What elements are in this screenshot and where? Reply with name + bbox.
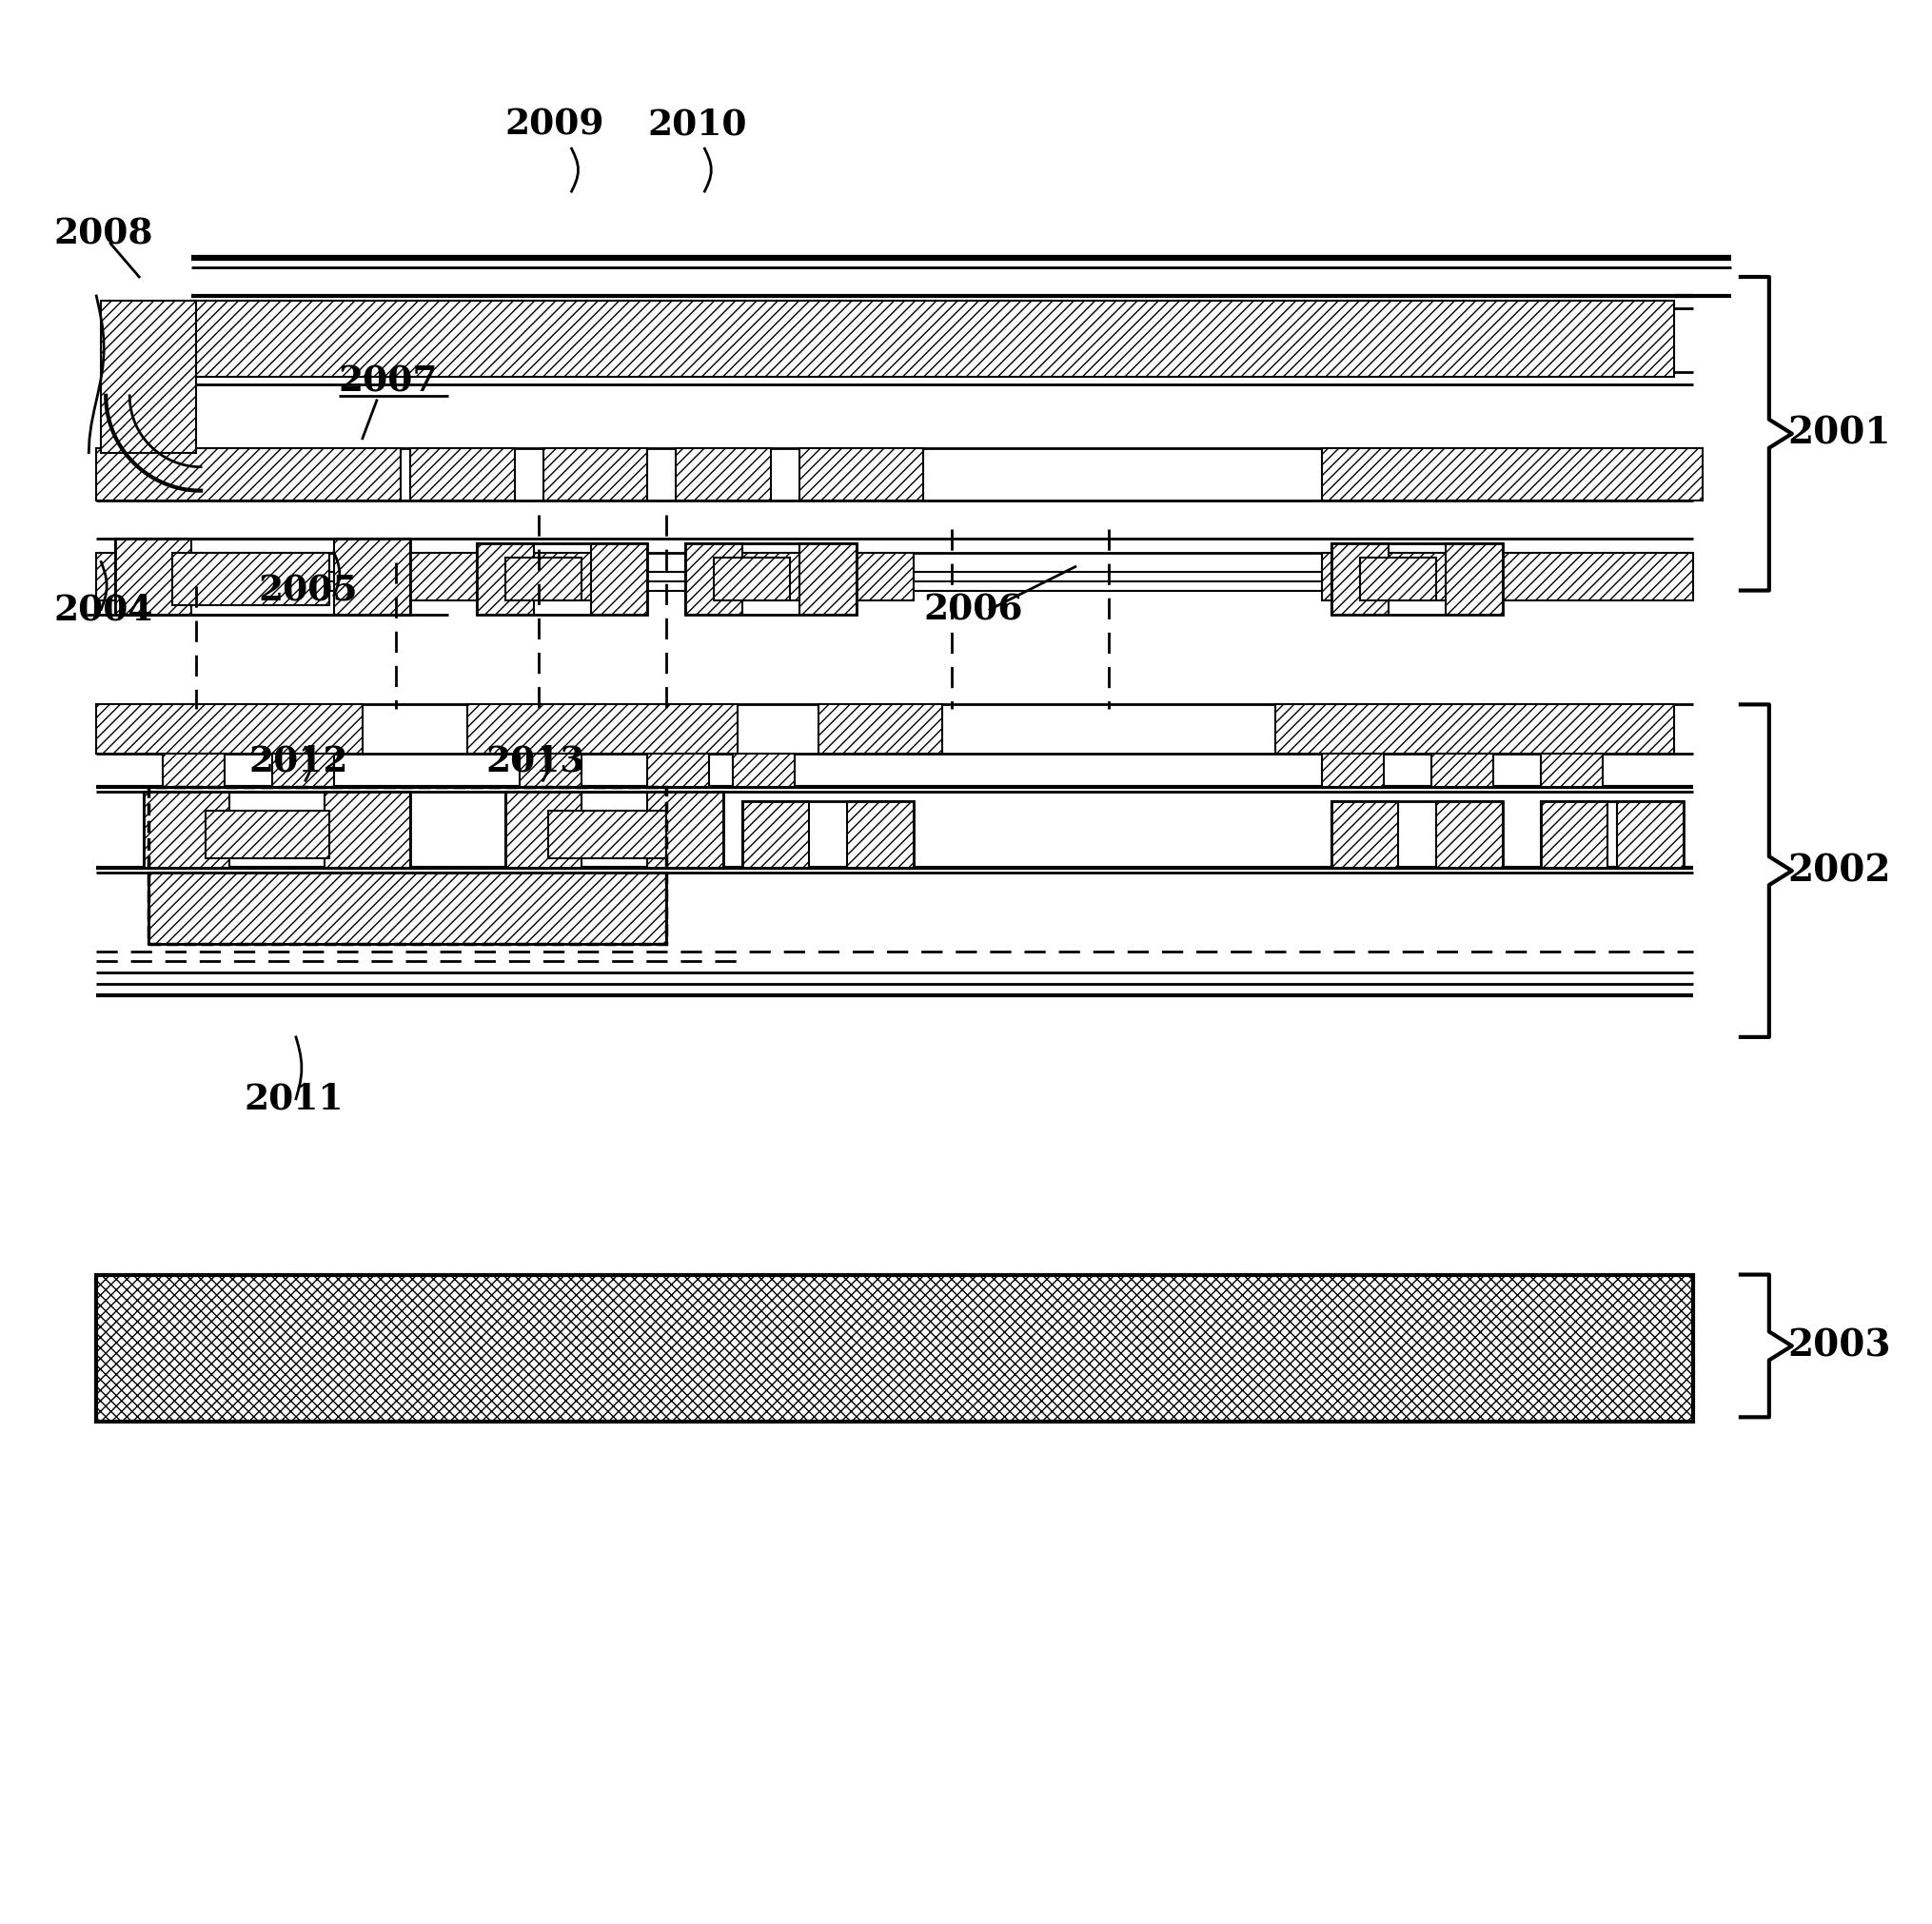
Bar — [1435, 802, 1503, 868]
Text: 2004: 2004 — [54, 593, 153, 627]
Text: 2006: 2006 — [923, 593, 1022, 627]
Bar — [410, 448, 514, 500]
Text: 2011: 2011 — [243, 1081, 344, 1116]
Bar — [686, 543, 742, 614]
Bar — [520, 754, 582, 787]
Bar — [1275, 704, 1673, 754]
Bar — [676, 448, 771, 500]
Bar — [686, 543, 856, 614]
Bar — [143, 793, 410, 868]
Bar — [647, 793, 723, 868]
Bar — [591, 543, 647, 614]
Bar — [149, 873, 667, 945]
Bar — [97, 704, 363, 754]
Bar — [272, 754, 334, 787]
Bar — [149, 873, 667, 945]
Bar — [172, 552, 328, 604]
Text: 2007: 2007 — [338, 364, 439, 398]
Bar — [97, 1274, 1692, 1422]
Bar — [1321, 754, 1383, 787]
Text: 2009: 2009 — [504, 108, 605, 142]
Bar — [116, 539, 410, 614]
Bar — [205, 810, 328, 858]
Bar — [143, 793, 230, 868]
Bar — [116, 539, 191, 614]
Bar — [97, 552, 325, 600]
Bar — [100, 300, 195, 452]
Bar — [149, 787, 667, 945]
Bar — [410, 552, 647, 600]
Text: 2010: 2010 — [647, 108, 746, 142]
Bar — [97, 448, 400, 500]
Bar — [1432, 754, 1493, 787]
Bar — [819, 704, 941, 754]
Bar — [800, 448, 923, 500]
Bar — [477, 543, 647, 614]
Bar — [1540, 754, 1602, 787]
Bar — [1331, 802, 1503, 868]
Bar — [504, 793, 723, 868]
Bar — [1321, 448, 1702, 500]
Bar — [742, 802, 914, 868]
Bar — [1331, 543, 1503, 614]
Bar — [547, 810, 667, 858]
Text: 2005: 2005 — [257, 573, 357, 608]
Text: 2002: 2002 — [1787, 852, 1889, 889]
Bar — [1540, 802, 1683, 868]
Bar — [334, 539, 410, 614]
Bar — [686, 552, 914, 600]
Bar — [713, 558, 790, 600]
Bar — [1540, 802, 1607, 868]
Text: 2001: 2001 — [1787, 416, 1889, 452]
Bar — [1445, 543, 1503, 614]
Bar — [800, 543, 856, 614]
Bar — [504, 558, 582, 600]
Bar — [846, 802, 914, 868]
Bar — [1321, 552, 1692, 600]
Bar — [732, 754, 794, 787]
Bar — [468, 704, 738, 754]
Text: 2008: 2008 — [54, 217, 153, 252]
Bar — [191, 300, 1673, 377]
Bar — [1331, 543, 1389, 614]
Bar — [162, 754, 224, 787]
Bar — [647, 754, 709, 787]
Bar — [477, 543, 533, 614]
Bar — [504, 793, 582, 868]
Text: 2012: 2012 — [249, 745, 348, 779]
Bar — [1360, 558, 1435, 600]
Bar — [97, 1274, 1692, 1422]
Text: 2003: 2003 — [1787, 1328, 1889, 1364]
Text: 2013: 2013 — [485, 745, 585, 779]
Bar — [543, 448, 647, 500]
Bar — [325, 793, 410, 868]
Bar — [742, 802, 810, 868]
Bar — [1617, 802, 1683, 868]
Bar — [1331, 802, 1397, 868]
